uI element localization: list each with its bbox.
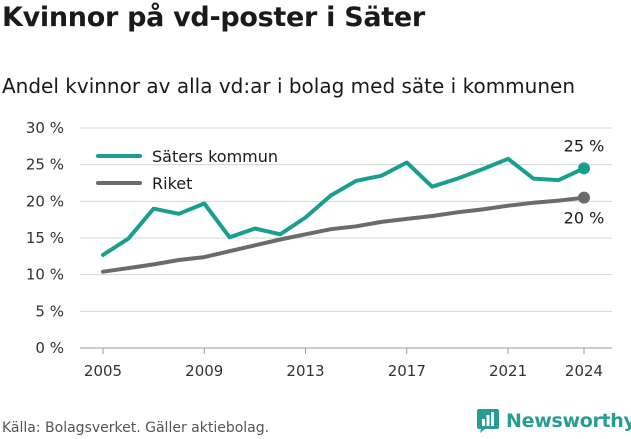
chart-title: Kvinnor på vd-poster i Säter [2,2,425,33]
y-tick-label: 30 % [26,119,64,137]
x-axis-tick-labels: 2005 2009 2013 2017 2021 2024 [84,348,603,380]
series-line-riket [101,195,586,274]
x-tick-label: 2017 [388,362,426,380]
x-tick-label: 2021 [489,362,527,380]
y-tick-label: 25 % [26,156,64,174]
end-label: 25 % [564,136,605,155]
legend-label: Säters kommun [152,147,278,166]
y-tick-label: 10 % [26,266,64,284]
series-line-säters-kommun [101,156,586,257]
newsworthy-logo: Newsworthy [476,408,631,434]
legend-label: Riket [152,174,192,193]
brand-name: Newsworthy [506,410,631,432]
legend: Säters kommun Riket [96,147,278,193]
y-tick-label: 15 % [26,229,64,247]
source-note: Källa: Bolagsverket. Gäller aktiebolag. [2,420,270,436]
y-axis-tick-labels: 0 % 5 % 10 % 15 % 20 % 25 % 30 % [26,119,64,357]
y-tick-label: 5 % [35,302,64,320]
end-label: 20 % [564,209,605,228]
x-tick-label: 2024 [565,362,603,380]
end-point-riket [578,191,590,204]
end-labels: 25 % 20 % [564,136,605,227]
y-tick-label: 20 % [26,192,64,210]
newsworthy-bar-chart-icon [477,409,499,433]
x-tick-label: 2009 [185,362,223,380]
x-tick-label: 2005 [84,362,122,380]
x-tick-label: 2013 [286,362,324,380]
chart-subtitle: Andel kvinnor av alla vd:ar i bolag med … [2,74,575,98]
y-tick-label: 0 % [35,339,64,357]
series-lines [101,156,590,274]
end-point-säters-kommun [578,162,590,175]
grid-lines [80,127,612,349]
